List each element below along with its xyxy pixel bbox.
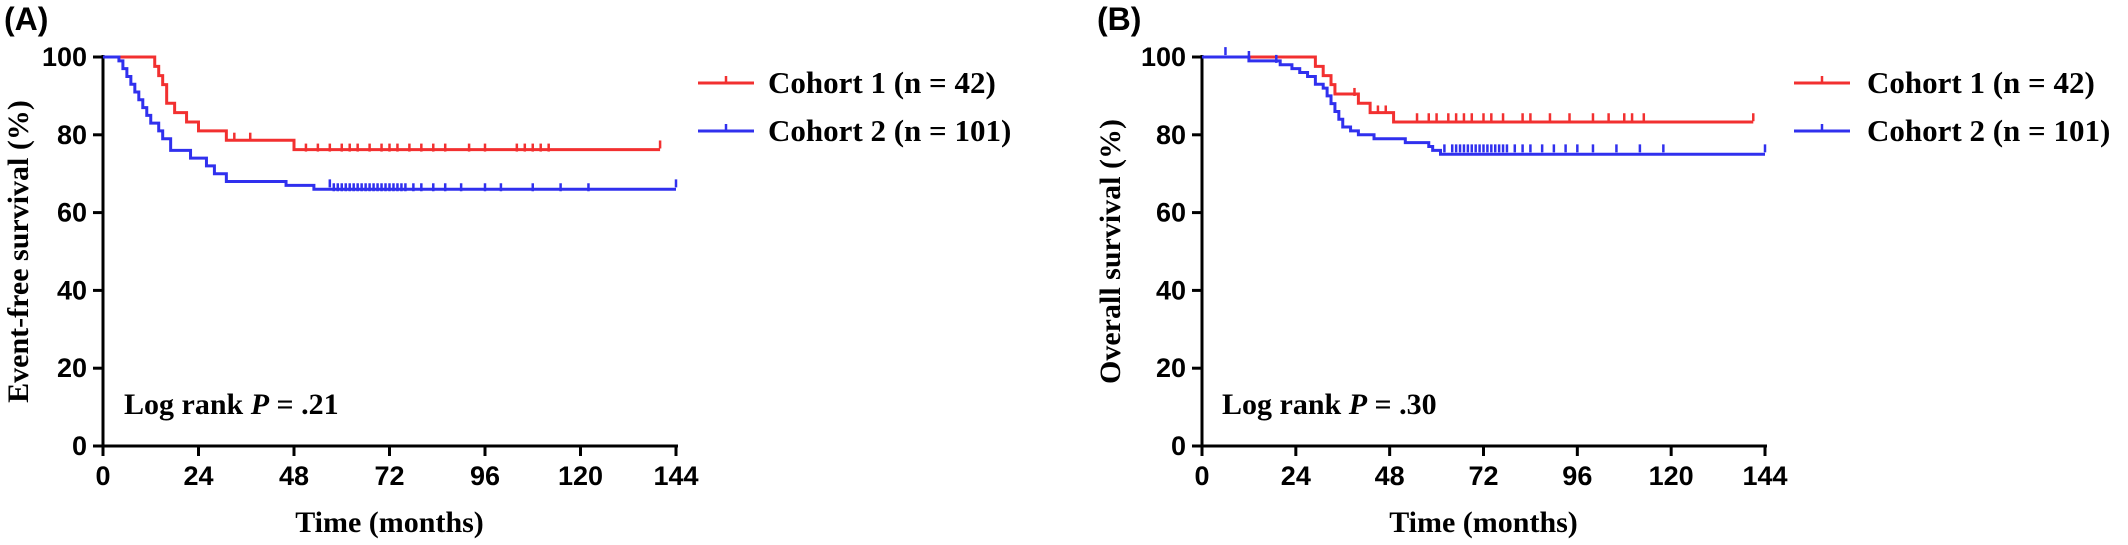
annotation-prefix: Log rank — [124, 388, 251, 421]
x-tick-label: 120 — [558, 461, 603, 491]
series-curve-2 — [1202, 55, 1765, 156]
x-tick-label: 48 — [1375, 461, 1405, 491]
x-tick-label: 24 — [183, 461, 213, 491]
y-tick-label: 0 — [1171, 431, 1186, 461]
y-tick-label: 40 — [1156, 275, 1186, 305]
y-tick-label: 80 — [57, 120, 87, 150]
x-tick-label: 96 — [1562, 461, 1592, 491]
x-tick-label: 72 — [1468, 461, 1498, 491]
panel-a-event-free-survival: (A) 0 24 48 72 96 120 144 0 20 40 60 80 100 Time (mont… — [2, 1, 1011, 539]
annotation-p-value: = .30 — [1367, 388, 1437, 421]
y-tick-label: 20 — [57, 353, 87, 383]
x-axis-title: Time (months) — [1389, 506, 1578, 539]
x-tick-label: 72 — [374, 461, 404, 491]
annotation-p-value: = .21 — [269, 388, 339, 421]
log-rank-annotation: Log rank P = .30 — [1222, 388, 1437, 421]
x-tick-label: 0 — [95, 461, 110, 491]
y-tick-label: 0 — [72, 431, 87, 461]
y-axis-title: Event-free survival (%) — [2, 100, 35, 403]
y-tick-label: 80 — [1156, 120, 1186, 150]
panel-b-overall-survival: (B) 0 24 48 72 96 120 144 0 20 40 60 80 100 Time (mont… — [1094, 1, 2110, 539]
log-rank-annotation: Log rank P = .21 — [124, 388, 339, 421]
annotation-p-symbol: P — [1348, 388, 1368, 421]
x-tick-label: 120 — [1649, 461, 1694, 491]
y-tick-label: 40 — [57, 275, 87, 305]
series-curve-2 — [103, 55, 676, 191]
legend-entry-1: Cohort 1 (n = 42) — [1867, 65, 2095, 100]
x-tick-label: 144 — [653, 461, 698, 491]
x-tick-label: 48 — [279, 461, 309, 491]
series-curve-1 — [103, 55, 661, 152]
y-tick-label: 60 — [1156, 198, 1186, 228]
panel-label: (A) — [4, 1, 48, 37]
x-tick-label: 96 — [470, 461, 500, 491]
annotation-p-symbol: P — [250, 388, 270, 421]
x-tick-label: 144 — [1742, 461, 1787, 491]
y-tick-label: 100 — [1141, 42, 1186, 72]
y-tick-label: 20 — [1156, 353, 1186, 383]
y-tick-label: 100 — [42, 42, 87, 72]
series-curve-1 — [1202, 55, 1754, 124]
x-tick-label: 24 — [1281, 461, 1311, 491]
legend-entry-2: Cohort 2 (n = 101) — [768, 113, 1011, 148]
x-tick-label: 0 — [1194, 461, 1209, 491]
y-axis-title: Overall survival (%) — [1094, 119, 1127, 384]
annotation-prefix: Log rank — [1222, 388, 1349, 421]
x-axis-title: Time (months) — [295, 506, 484, 539]
legend-entry-1: Cohort 1 (n = 42) — [768, 65, 996, 100]
y-tick-label: 60 — [57, 198, 87, 228]
legend-entry-2: Cohort 2 (n = 101) — [1867, 113, 2110, 148]
panel-label: (B) — [1097, 1, 1141, 37]
